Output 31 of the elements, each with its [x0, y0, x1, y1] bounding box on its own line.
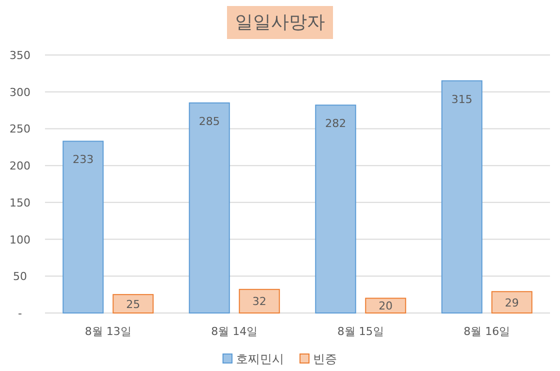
data-label: 25: [126, 298, 140, 311]
chart-title: 일일사망자: [235, 12, 325, 33]
x-tick-label: 8월 13일: [84, 325, 132, 338]
data-label: 285: [198, 114, 220, 128]
bar: [62, 140, 104, 314]
bar: [238, 288, 280, 314]
y-tick-label: 50: [13, 270, 27, 284]
data-label: 32: [252, 295, 266, 308]
y-tick-label: 250: [10, 122, 30, 136]
legend-label: 빈증: [313, 352, 337, 366]
bar: [365, 298, 406, 314]
bar: [112, 294, 154, 314]
data-label: 233: [72, 153, 94, 166]
x-tick-label: 8월 16일: [464, 325, 510, 338]
data-label: 29: [504, 296, 519, 310]
y-tick-label: 150: [10, 196, 30, 210]
bar: [188, 102, 230, 314]
y-tick-label: 300: [10, 86, 30, 99]
y-tick-label: 350: [10, 49, 30, 62]
data-label: 315: [451, 92, 472, 106]
bar: [441, 80, 482, 314]
y-tick-label: 100: [10, 233, 30, 246]
legend-label: 호찌민시: [236, 352, 284, 366]
y-tick-label: -: [18, 307, 22, 320]
bar: [491, 291, 532, 314]
x-tick-label: 8월 15일: [337, 325, 384, 338]
data-label: 20: [378, 300, 393, 313]
x-tick-label: 8월 14일: [211, 325, 258, 338]
y-tick-label: 200: [10, 160, 30, 173]
bar: [315, 104, 356, 314]
data-label: 282: [325, 117, 346, 130]
